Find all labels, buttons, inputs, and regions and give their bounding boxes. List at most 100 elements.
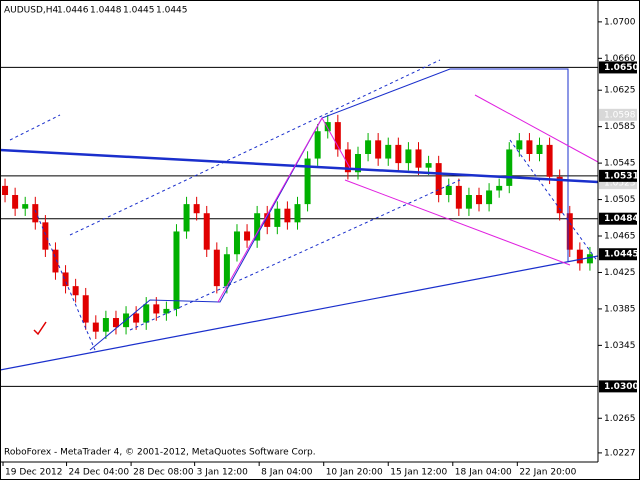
x-tick-label: 28 Dec 08:00 xyxy=(133,468,194,478)
price-tag-label: 1.0598 xyxy=(604,110,636,120)
candle-body xyxy=(506,149,513,186)
footer-text: RoboForex - MetaTrader 4, © 2001-2012, M… xyxy=(4,448,316,458)
candle-body xyxy=(334,122,341,150)
candle-body xyxy=(32,204,39,223)
candle-body xyxy=(375,140,382,159)
dashed-channel xyxy=(509,139,599,263)
candle-body xyxy=(395,144,402,164)
candle-body xyxy=(42,222,49,250)
candle-body xyxy=(233,231,240,255)
y-tick-label: 1.0465 xyxy=(604,232,636,242)
candle-body xyxy=(183,204,190,232)
candle-body xyxy=(365,140,372,154)
symbol-title: AUDUSD,H4 xyxy=(4,6,59,16)
level-tag-label: 1.0484 xyxy=(604,214,639,224)
candle-body xyxy=(112,318,119,328)
x-tick-label: 18 Jan 04:00 xyxy=(455,468,512,478)
candle-body xyxy=(425,163,432,168)
candle-body xyxy=(2,185,9,196)
level-tag-label: 1.0650 xyxy=(604,63,639,73)
candle-body xyxy=(354,154,361,173)
x-tick-label: 8 Jan 04:00 xyxy=(261,468,313,478)
wave-path xyxy=(217,116,351,303)
trend-line xyxy=(0,255,599,371)
candle-body xyxy=(284,208,291,223)
price-tag-box xyxy=(599,108,637,121)
level-tag-box xyxy=(599,169,637,182)
channel-line xyxy=(474,94,599,163)
dashed-channel xyxy=(69,59,441,236)
y-tick-label: 1.0265 xyxy=(604,414,636,424)
level-tag-box xyxy=(599,61,637,74)
candle-body xyxy=(203,213,210,250)
quote-high: 1.0448 xyxy=(90,6,122,16)
candle-body xyxy=(324,122,331,132)
candle-body xyxy=(133,313,140,323)
candle-body xyxy=(526,140,533,154)
candle-body xyxy=(536,144,543,154)
candle-body xyxy=(465,195,472,209)
candle-body xyxy=(274,208,281,227)
y-tick-label: 1.0505 xyxy=(604,195,636,205)
candle-body xyxy=(82,295,89,323)
candle-body xyxy=(556,176,563,214)
candle-body xyxy=(213,249,220,287)
channel-line xyxy=(344,179,571,266)
candle-body xyxy=(486,190,493,205)
candle-body xyxy=(12,195,19,209)
candle-body xyxy=(516,140,523,150)
quote-low: 1.0445 xyxy=(123,6,155,16)
y-tick-label: 1.0625 xyxy=(604,86,636,96)
candle-body xyxy=(496,185,503,191)
quote-open: 1.0446 xyxy=(57,6,89,16)
candle-body xyxy=(586,254,593,264)
candle-body xyxy=(385,144,392,159)
y-tick-label: 1.0385 xyxy=(604,304,636,314)
candle-body xyxy=(566,213,573,250)
y-tick-label: 1.0345 xyxy=(604,341,636,351)
x-tick-label: 15 Jan 12:00 xyxy=(390,468,447,478)
y-tick-label: 1.0700 xyxy=(604,17,636,27)
level-tag-box xyxy=(599,380,637,393)
last-price-box xyxy=(599,248,637,261)
candle-body xyxy=(314,131,321,159)
dashed-channel xyxy=(34,209,96,351)
x-tick-label: 24 Dec 04:00 xyxy=(69,468,130,478)
candle-body xyxy=(546,144,553,177)
candle-body xyxy=(576,249,583,264)
candle-body xyxy=(254,213,261,241)
candle-body xyxy=(445,185,452,196)
candle-body xyxy=(163,308,170,314)
candle-body xyxy=(304,158,311,205)
analysis-drawings xyxy=(0,59,599,371)
candle-body xyxy=(294,204,301,223)
trend-line xyxy=(0,148,599,184)
candle-body xyxy=(223,254,230,287)
y-tick-label: 1.0425 xyxy=(604,268,636,278)
candle-body xyxy=(173,231,180,309)
y-tick-label: 1.0585 xyxy=(604,122,636,132)
candle-body xyxy=(102,318,109,332)
candle-body xyxy=(193,204,200,214)
y-tick-label: 1.0545 xyxy=(604,159,636,169)
level-tag-label: 1.0531 xyxy=(604,171,639,181)
candle-body xyxy=(476,195,483,205)
level-tag-label: 1.0300 xyxy=(604,382,639,392)
check-mark xyxy=(33,321,47,336)
x-tick-label: 19 Dec 2012 xyxy=(5,468,63,478)
candle-body xyxy=(143,304,150,323)
candle-body xyxy=(153,304,160,314)
candle-body xyxy=(344,149,351,173)
candle-body xyxy=(62,272,69,287)
y-tick-label: 1.0227 xyxy=(604,448,636,458)
x-tick-label: 3 Jan 12:00 xyxy=(197,468,249,478)
dashed-channel xyxy=(129,179,461,331)
price-tag-label: 1.0523 xyxy=(604,179,636,189)
candle-body xyxy=(22,204,29,209)
candle-body xyxy=(72,286,79,296)
y-tick-label: 1.0660 xyxy=(604,54,636,64)
candle-body xyxy=(455,185,462,209)
candle-body xyxy=(264,213,271,227)
level-tag-box xyxy=(599,212,637,225)
